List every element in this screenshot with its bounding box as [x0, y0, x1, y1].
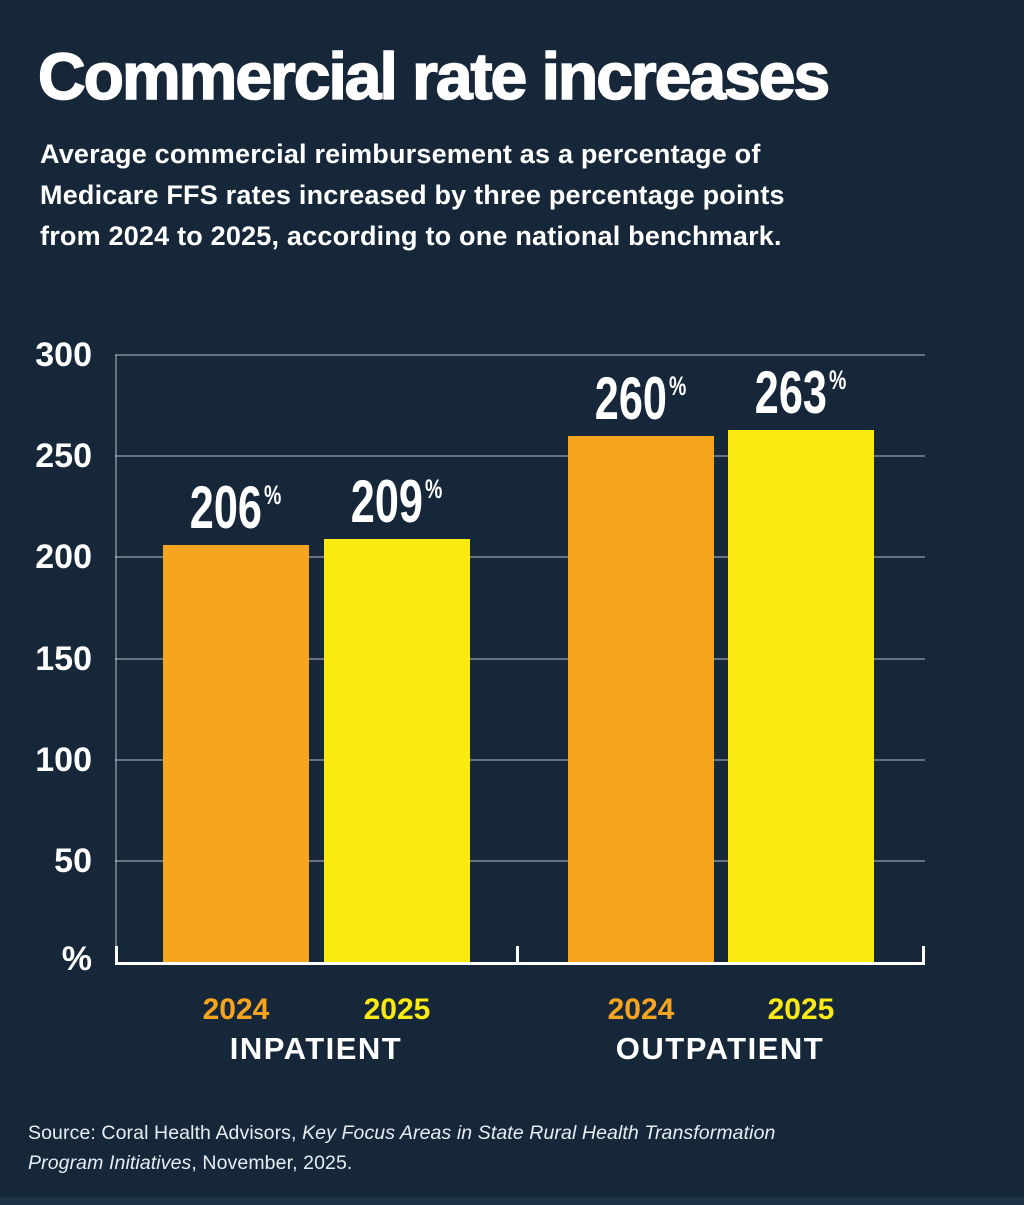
bar-value-text: 209%: [351, 468, 443, 536]
bar-value-label: 263%: [728, 359, 874, 427]
bar-inpatient-2024: [163, 545, 309, 962]
bar-value-text: 260%: [595, 365, 687, 433]
source-title-italic: Key Focus Areas in State Rural Health Tr…: [302, 1122, 776, 1144]
x-axis-group-label: OUTPATIENT: [615, 1031, 825, 1066]
baseline-right-tick: [922, 946, 925, 962]
source-title-italic-cont: Program Initiatives: [28, 1152, 192, 1174]
bar-value-label: 206%: [163, 474, 309, 542]
gridline: [115, 556, 925, 559]
bar-value-percent-sign: %: [425, 474, 443, 505]
bar-value-number: 263: [755, 359, 828, 427]
y-axis-line: [115, 355, 117, 962]
source-citation: Source: Coral Health Advisors, Key Focus…: [28, 1118, 775, 1178]
source-date: , November, 2025.: [191, 1152, 353, 1174]
y-axis-tick-label: 250: [35, 437, 92, 476]
bar-value-text: 263%: [755, 359, 847, 427]
x-axis-year-label: 2024: [607, 993, 675, 1026]
y-axis-tick-label: 200: [35, 538, 92, 577]
source-text: Source: Coral Health Advisors,: [28, 1122, 303, 1144]
gridline: [115, 758, 925, 761]
x-axis-year-label: 2024: [202, 993, 270, 1026]
gridline: [115, 455, 925, 458]
x-axis-group-label: INPATIENT: [229, 1031, 403, 1066]
plot-baseline: [115, 962, 925, 965]
bar-outpatient-2024: [568, 436, 714, 962]
bar-value-number: 209: [351, 468, 424, 536]
x-axis-year-label: 2025: [363, 993, 431, 1026]
baseline-middle-tick: [516, 946, 519, 962]
y-axis-tick-label: 300: [35, 336, 92, 374]
gridline: [115, 657, 925, 660]
bar-value-label: 260%: [568, 365, 714, 433]
bar-value-number: 206: [190, 474, 263, 542]
bar-outpatient-2025: [728, 430, 874, 962]
page-title: Commercial rate increases: [37, 38, 831, 114]
bar-value-percent-sign: %: [829, 365, 847, 396]
subtitle: Average commercial reimbursement as a pe…: [40, 139, 785, 251]
y-axis-tick-label: 50: [54, 841, 92, 880]
bar-value-number: 260: [595, 365, 668, 433]
baseline-left-tick: [115, 946, 118, 962]
bar-inpatient-2025: [324, 539, 470, 962]
y-axis-unit-label: %: [61, 940, 92, 978]
bar-value-label: 209%: [324, 468, 470, 536]
bottom-strip: [0, 1197, 1024, 1205]
bar-value-percent-sign: %: [669, 371, 687, 402]
bar-value-text: 206%: [190, 474, 282, 542]
y-axis-tick-label: 100: [35, 740, 92, 779]
gridline: [115, 859, 925, 862]
gridline: [115, 354, 925, 356]
y-axis-tick-label: 150: [35, 639, 92, 678]
bar-value-percent-sign: %: [264, 480, 282, 511]
x-axis-year-label: 2025: [767, 993, 835, 1026]
